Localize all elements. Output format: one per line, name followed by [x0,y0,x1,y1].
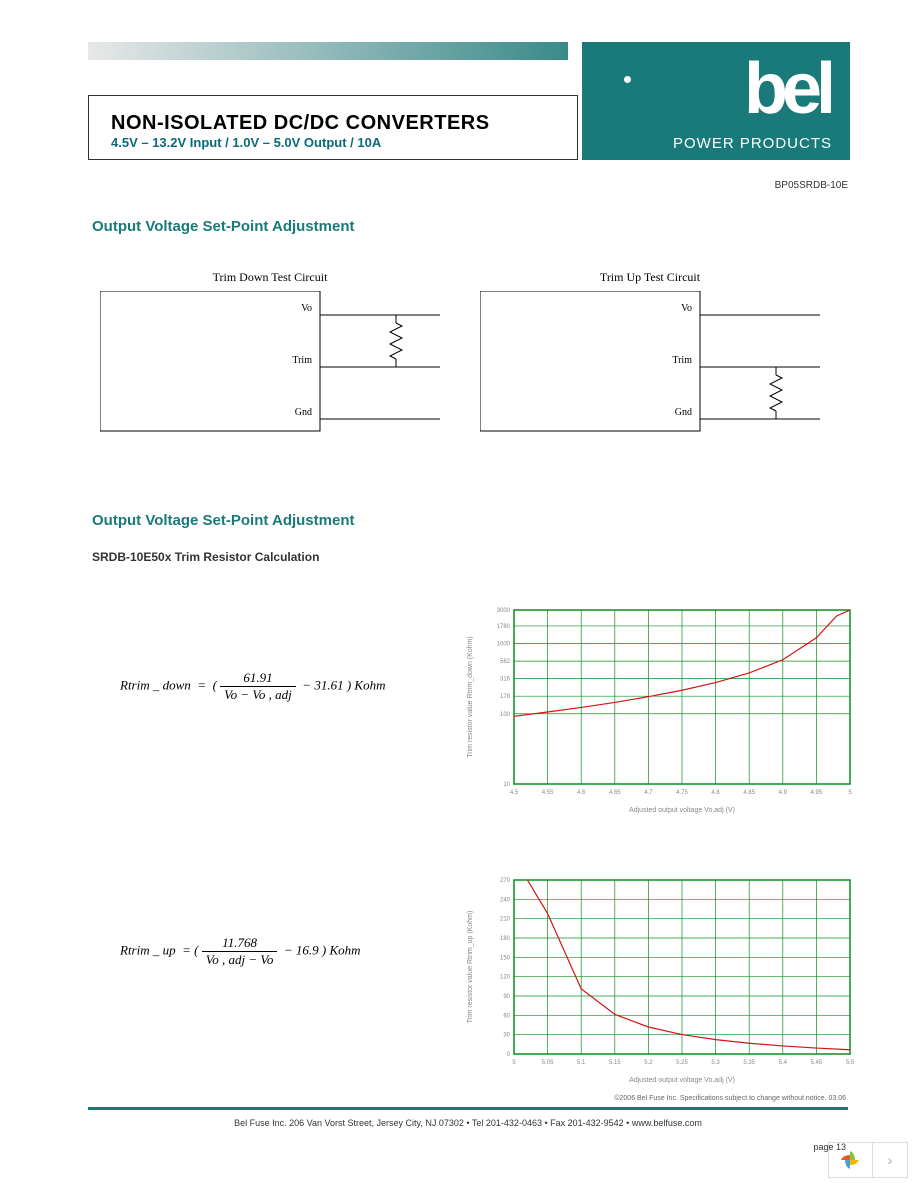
chart-trim-up: 5 5.05 5.1 5.15 5.2 5.25 5.3 5.35 5.4 5.45 5.5 0 30 6… [460,870,860,1095]
formula-unit-1: Kohm [354,677,385,692]
formula-num-2: 11.768 [202,935,278,952]
formula-offset-1: − 31.61 [302,677,343,692]
svg-text:5.45: 5.45 [811,1060,823,1066]
formula-lhs-2: Rtrim _ up [120,942,176,957]
formula-unit-2: Kohm [330,942,361,957]
svg-text:Trim: Trim [292,355,312,366]
svg-text:1780: 1780 [497,624,511,630]
svg-text:270: 270 [500,878,511,884]
svg-text:5.15: 5.15 [609,1060,621,1066]
footer-address: Bel Fuse Inc. 206 Van Vorst Street, Jers… [88,1118,848,1128]
svg-text:562: 562 [500,659,511,665]
trim-down-circuit-svg: Vo Trim Gnd [100,291,440,441]
svg-text:4.75: 4.75 [676,790,688,796]
svg-text:5: 5 [848,790,852,796]
formula-den-2: Vo , adj − Vo [202,952,278,968]
svg-text:4.5: 4.5 [510,790,519,796]
formula-trim-down: Rtrim _ down = ( 61.91 Vo − Vo , adj − 3… [120,670,385,703]
svg-text:Adjusted output voltage Vo,adj: Adjusted output voltage Vo,adj (V) [629,807,735,814]
svg-text:Gnd: Gnd [295,407,312,418]
svg-text:5.4: 5.4 [779,1060,788,1066]
svg-text:4.7: 4.7 [644,790,653,796]
chart-trim-down: 4.5 4.55 4.6 4.65 4.7 4.75 4.8 4.85 4.9 4.95 5 10 10… [460,600,860,825]
svg-text:210: 210 [500,917,511,923]
svg-text:5.1: 5.1 [577,1060,586,1066]
chart-trim-up-svg: 5 5.05 5.1 5.15 5.2 5.25 5.3 5.35 5.4 5.45 5.5 0 30 6… [460,870,860,1090]
svg-text:180: 180 [500,936,511,942]
svg-text:5.35: 5.35 [743,1060,755,1066]
svg-text:120: 120 [500,975,511,981]
footer-copyright: ©2006 Bel Fuse Inc. Specifications subje… [614,1095,846,1102]
subsection-heading: SRDB-10E50x Trim Resistor Calculation [92,550,319,564]
brand-logo-text: bel [744,48,830,130]
svg-text:1000: 1000 [497,642,511,648]
svg-text:Adjusted output voltage Vo,adj: Adjusted output voltage Vo,adj (V) [629,1077,735,1084]
svg-text:30: 30 [503,1033,510,1039]
svg-text:4.85: 4.85 [743,790,755,796]
svg-text:3000: 3000 [497,608,511,614]
trim-up-circuit-svg: Vo Trim Gnd [480,291,820,441]
formula-trim-up: Rtrim _ up = ( 11.768 Vo , adj − Vo − 16… [120,935,361,968]
svg-text:5.3: 5.3 [711,1060,720,1066]
trim-up-circuit: Trim Up Test Circuit Vo Trim Gnd [480,270,820,446]
svg-text:Trim resistor value Rtrim_up (: Trim resistor value Rtrim_up (Kohm) [467,911,474,1024]
svg-text:90: 90 [503,994,510,1000]
chart-trim-down-svg: 4.5 4.55 4.6 4.65 4.7 4.75 4.8 4.85 4.9 4.95 5 10 10… [460,600,860,820]
circuit-title-up: Trim Up Test Circuit [480,270,820,285]
page-widget[interactable]: › [828,1142,908,1178]
svg-text:5: 5 [512,1060,516,1066]
trim-down-circuit: Trim Down Test Circuit Vo Trim Gnd [100,270,440,446]
part-number: BP05SRDB-10E [775,180,848,191]
svg-text:4.95: 4.95 [811,790,823,796]
footer-divider [88,1107,848,1110]
svg-text:150: 150 [500,955,511,961]
brand-subtext: POWER PRODUCTS [673,135,832,152]
brand-logo-box: bel POWER PRODUCTS [582,42,850,160]
svg-text:4.8: 4.8 [711,790,720,796]
svg-text:240: 240 [500,897,511,903]
brand-logo-dot [624,76,631,83]
section-heading-2: Output Voltage Set-Point Adjustment [92,512,355,529]
title-box: NON-ISOLATED DC/DC CONVERTERS 4.5V – 13.… [88,95,578,160]
widget-pinwheel-icon [829,1143,872,1177]
svg-text:60: 60 [503,1013,510,1019]
formula-lhs-1: Rtrim _ down [120,677,191,692]
svg-text:5.2: 5.2 [644,1060,653,1066]
formula-offset-2: − 16.9 [284,942,319,957]
circuit-title-down: Trim Down Test Circuit [100,270,440,285]
svg-text:Vo: Vo [301,303,312,314]
svg-text:178: 178 [500,694,511,700]
widget-arrow-icon[interactable]: › [872,1143,907,1177]
svg-text:4.55: 4.55 [542,790,554,796]
svg-text:Trim resistor value Rtrim_down: Trim resistor value Rtrim_down (Kohm) [467,636,474,758]
formula-num-1: 61.91 [220,670,296,687]
header-gradient-bar [88,42,568,60]
svg-text:5.25: 5.25 [676,1060,688,1066]
svg-text:316: 316 [500,677,511,683]
svg-text:Vo: Vo [681,303,692,314]
svg-text:0: 0 [507,1052,511,1058]
svg-text:Trim: Trim [672,355,692,366]
formula-den-1: Vo − Vo , adj [220,687,296,703]
svg-text:5.05: 5.05 [542,1060,554,1066]
svg-text:4.6: 4.6 [577,790,586,796]
section-heading-1: Output Voltage Set-Point Adjustment [92,218,355,235]
svg-text:5.5: 5.5 [846,1060,855,1066]
svg-text:100: 100 [500,712,511,718]
document-title: NON-ISOLATED DC/DC CONVERTERS [111,112,555,135]
svg-text:10: 10 [503,782,510,788]
svg-text:Gnd: Gnd [675,407,692,418]
document-subtitle: 4.5V – 13.2V Input / 1.0V – 5.0V Output … [111,135,555,150]
svg-text:4.9: 4.9 [779,790,788,796]
svg-text:4.65: 4.65 [609,790,621,796]
